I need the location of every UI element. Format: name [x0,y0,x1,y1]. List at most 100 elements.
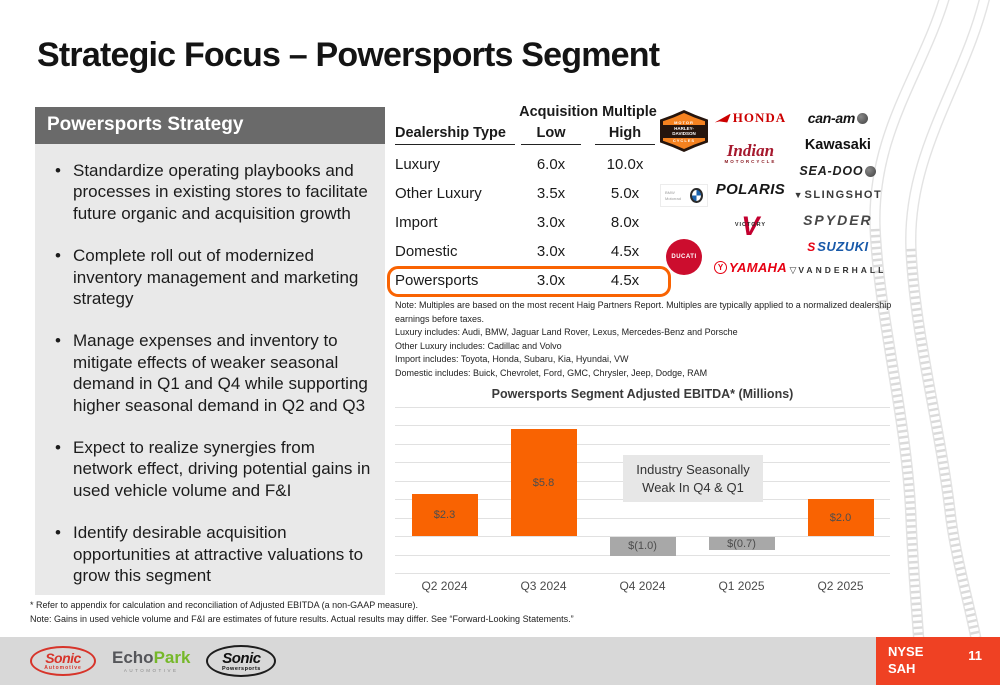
table-row: Import 3.0x 8.0x [393,214,671,243]
chart-annotation: Industry Seasonally Weak In Q4 & Q1 [623,455,763,503]
bmw-roundel-icon [690,188,703,203]
footer-bar: Sonic Automotive EchoPark AUTOMOTIVE Son… [0,637,1000,685]
brand-logo-harley-davidson: MOTOR HARLEY-DAVIDSON CYCLES [660,110,708,152]
column-header-dealership-type: Dealership Type [395,125,515,145]
strategy-bullet: Complete roll out of modernized inventor… [49,245,373,309]
chart-category-labels: Q2 2024 Q3 2024 Q4 2024 Q1 2025 Q2 2025 [395,579,890,593]
table-row: Luxury 6.0x 10.0x [393,156,671,185]
strategy-bullet: Expect to realize synergies from network… [49,437,373,501]
table-row: Domestic 3.0x 4.5x [393,243,671,272]
sonic-powersports-logo: Sonic Powersports [206,645,277,677]
brand-logo-kawasaki: Kawasaki [804,137,871,153]
cell-dealership-type: Powersports [395,272,479,289]
note-line: Luxury includes: Audi, BMW, Jaguar Land … [395,327,738,337]
column-header-low: Low [521,125,581,145]
chart-gridline [395,443,890,445]
cell-low-multiple: 3.5x [536,185,566,202]
strategy-bullets: Standardize operating playbooks and proc… [35,144,385,587]
note-line: Import includes: Toyota, Honda, Subaru, … [395,354,629,364]
brp-dot-icon [865,165,877,177]
note-line: Domestic includes: Buick, Chevrolet, For… [395,367,708,378]
cell-dealership-type: Domestic [395,243,458,260]
footnote-line: * Refer to appendix for calculation and … [30,600,419,610]
strategy-bullet: Identify desirable acquisition opportuni… [49,522,373,586]
suzuki-s-icon: S [807,239,816,254]
cell-high-multiple: 4.5x [610,272,640,289]
footer-logos: Sonic Automotive EchoPark AUTOMOTIVE Son… [30,637,277,685]
chart-bar: $2.3 [411,493,478,537]
yamaha-mark-icon: Y [714,261,727,274]
brand-logo-sea-doo: SEA-DOO [799,164,877,178]
brand-logo-can-am: can-am [808,110,868,126]
sonic-automotive-logo: Sonic Automotive [30,646,96,676]
sonic-automotive-wordmark: Sonic [45,650,81,666]
note-line: Note: Multiples are based on the most re… [395,300,892,324]
row-highlight-box [387,266,671,297]
column-header-high: High [595,125,655,145]
strategy-bullet: Manage expenses and inventory to mitigat… [49,330,373,416]
footnote-line: Note: Gains in used vehicle volume and F… [30,613,574,624]
brand-logo-vanderhall: ▽ VANDERHALL [789,264,887,275]
ticker-badge: NYSE SAH 11 [876,637,1000,685]
brand-logo-yamaha: Y YAMAHA [714,260,787,275]
chart-bar: $(0.7) [708,537,775,551]
brand-logo-slingshot: ▼ SLINGSHOT [793,189,883,201]
table-group-header: Acquisition Multiple [519,104,657,120]
chart-bar-label: $2.3 [433,508,456,521]
echopark-word-park: Park [153,648,191,667]
cell-low-multiple: 3.0x [536,272,566,289]
echopark-logo: EchoPark AUTOMOTIVE [112,649,190,673]
cell-low-multiple: 6.0x [536,156,566,173]
brand-logos-grid: MOTOR HARLEY-DAVIDSON CYCLES BMW Motorrad DU… [660,110,883,275]
brp-dot-icon [857,112,868,124]
ducati-badge-icon: DUCATI [666,239,702,275]
brand-logo-victory: V VICTORY [726,210,774,244]
brand-logo-suzuki: S SUZUKI [807,239,869,254]
honda-wing-icon [714,113,731,123]
sonic-powersports-wordmark: Sonic [222,649,261,667]
chart-title: Powersports Segment Adjusted EBITDA* (Mi… [491,387,794,401]
cell-high-multiple: 10.0x [606,156,644,173]
brand-column: HONDA Indian MOTORCYCLE POLARIS V VICTORY Y YAM… [714,110,787,275]
table-row: Other Luxury 3.5x 5.0x [393,185,671,214]
chart-bar-label: $(0.7) [727,537,756,550]
cell-dealership-type: Luxury [395,156,441,173]
cell-dealership-type: Import [395,214,438,231]
chart-bar: $2.0 [807,499,874,537]
cell-low-multiple: 3.0x [536,243,566,260]
chart-category-label: Q2 2024 [421,579,468,593]
table-notes: Note: Multiples are based on the most re… [395,299,895,380]
sonic-automotive-sublabel: Automotive [44,665,82,671]
cell-high-multiple: 5.0x [610,185,640,202]
chart-bar-label: $2.0 [829,511,852,524]
ticker-exchange: NYSE [888,644,924,659]
powersports-strategy-panel: Powersports Strategy Standardize operati… [35,107,385,595]
chart-bar-label: $(1.0) [628,540,657,553]
echopark-sublabel: AUTOMOTIVE [123,668,179,673]
chart-gridline [395,573,890,574]
victory-v-icon: V VICTORY [734,210,767,241]
slingshot-shield-icon: ▼ [793,189,803,200]
table-row: Powersports 3.0x 4.5x [393,272,671,301]
brand-logo-indian-motorcycle: Indian MOTORCYCLE [724,141,777,165]
sonic-powersports-sublabel: Powersports [222,665,261,672]
chart-category-label: Q1 2025 [718,579,765,593]
brand-column: can-am Kawasaki SEA-DOO ▼ SLINGSHOT SPYDER S SU… [789,110,883,275]
chart-category-label: Q2 2025 [817,579,864,593]
chart-category-label: Q4 2024 [619,579,666,593]
chart-plot-area: $2.3 $5.8 $(1.0) $(0.7) $2.0 Industry Seasona… [395,407,890,574]
slide-footnotes: * Refer to appendix for calculation and … [30,599,630,626]
chart-gridline [395,517,890,519]
page-title: Strategic Focus – Powersports Segment [37,36,660,74]
chart-gridline [395,425,890,427]
vanderhall-shield-icon: ▽ [789,264,797,275]
chart-gridline [395,407,890,408]
brand-logo-ducati: DUCATI [666,239,702,275]
echopark-word-echo: Echo [112,648,154,667]
strategy-panel-header: Powersports Strategy [35,107,385,144]
note-line: Other Luxury includes: Cadillac and Volv… [395,340,562,351]
strategy-bullet: Standardize operating playbooks and proc… [49,160,373,224]
brand-logo-spyder: SPYDER [803,212,873,228]
brand-logo-bmw-motorrad: BMW Motorrad [660,184,708,207]
